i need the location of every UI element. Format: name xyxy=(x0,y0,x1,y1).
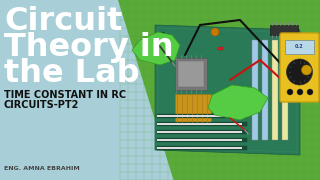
Circle shape xyxy=(161,48,165,52)
Circle shape xyxy=(166,48,170,52)
FancyBboxPatch shape xyxy=(157,131,242,133)
FancyBboxPatch shape xyxy=(157,130,247,134)
FancyBboxPatch shape xyxy=(270,25,298,35)
Polygon shape xyxy=(132,32,180,65)
Circle shape xyxy=(161,40,165,44)
FancyBboxPatch shape xyxy=(175,94,211,122)
FancyBboxPatch shape xyxy=(272,40,278,140)
FancyBboxPatch shape xyxy=(178,61,204,87)
Text: the Lab: the Lab xyxy=(4,58,140,89)
FancyBboxPatch shape xyxy=(157,147,242,149)
Circle shape xyxy=(297,89,303,95)
FancyBboxPatch shape xyxy=(157,146,247,150)
Circle shape xyxy=(286,59,313,85)
Circle shape xyxy=(161,32,165,36)
Circle shape xyxy=(301,65,311,75)
FancyBboxPatch shape xyxy=(175,58,207,90)
Text: Circuit: Circuit xyxy=(4,6,122,37)
Polygon shape xyxy=(118,0,320,180)
Text: Theory in: Theory in xyxy=(4,32,174,63)
FancyBboxPatch shape xyxy=(262,40,268,140)
Text: CIRCUITS-PT2: CIRCUITS-PT2 xyxy=(4,100,79,110)
FancyBboxPatch shape xyxy=(157,139,242,141)
FancyBboxPatch shape xyxy=(285,40,314,54)
FancyBboxPatch shape xyxy=(157,123,242,125)
Circle shape xyxy=(287,89,293,95)
FancyBboxPatch shape xyxy=(157,114,247,118)
Text: 0.2: 0.2 xyxy=(295,44,304,48)
FancyBboxPatch shape xyxy=(218,47,223,50)
Circle shape xyxy=(307,89,313,95)
Polygon shape xyxy=(208,85,268,120)
Circle shape xyxy=(166,40,170,44)
FancyBboxPatch shape xyxy=(157,138,247,142)
Circle shape xyxy=(211,28,219,36)
Text: TIME CONSTANT IN RC: TIME CONSTANT IN RC xyxy=(4,90,126,100)
FancyBboxPatch shape xyxy=(280,33,319,102)
FancyBboxPatch shape xyxy=(252,40,258,140)
FancyBboxPatch shape xyxy=(157,115,242,117)
Text: ENG. AMNA EBRAHIM: ENG. AMNA EBRAHIM xyxy=(4,166,80,171)
Polygon shape xyxy=(155,25,300,155)
FancyBboxPatch shape xyxy=(282,40,288,140)
FancyBboxPatch shape xyxy=(157,122,247,126)
